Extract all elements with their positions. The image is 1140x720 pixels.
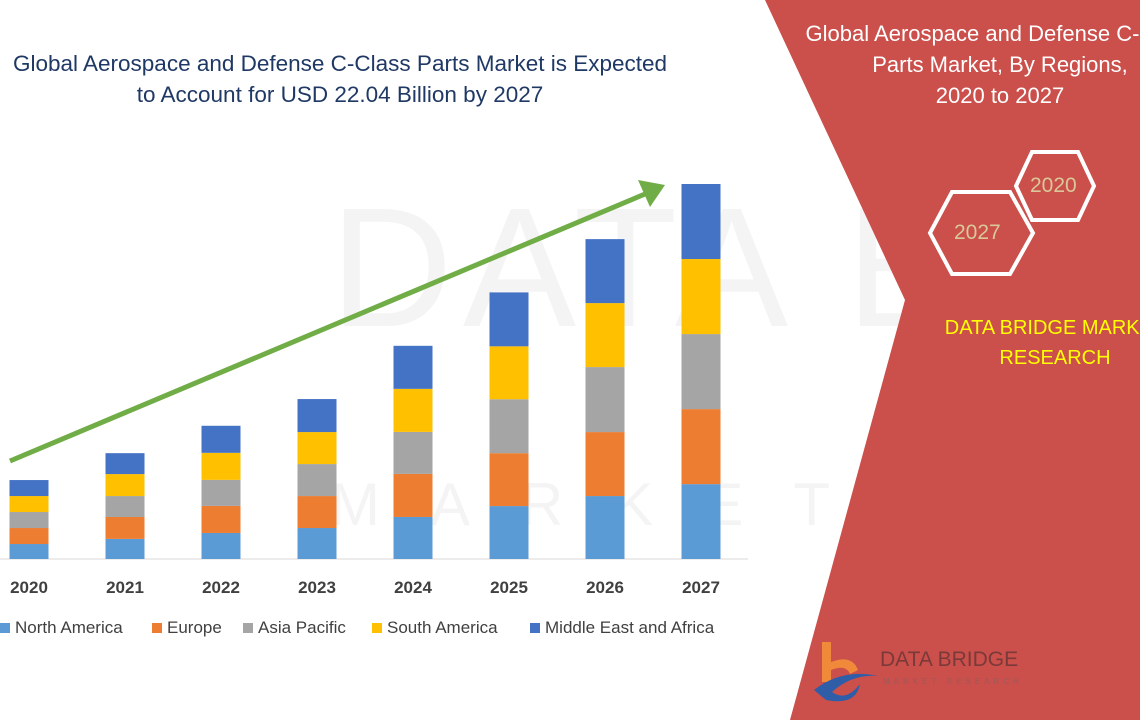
bar-segment-2026-europe — [585, 432, 625, 497]
bar-segment-2022-europe — [201, 505, 241, 533]
bar-segment-2020-europe — [9, 528, 49, 545]
bar-segment-2021-south-america — [105, 474, 145, 497]
bar-segment-2027-europe — [681, 409, 721, 485]
legend-item: Europe — [152, 616, 222, 640]
bar-segment-2027-asia-pacific — [681, 334, 721, 410]
x-tick-label: 2026 — [586, 578, 624, 597]
legend-swatch — [152, 623, 162, 633]
x-tick-label: 2022 — [202, 578, 240, 597]
legend-label: Middle East and Africa — [545, 618, 715, 637]
bar-segment-2020-north-america — [9, 544, 49, 559]
bar-segment-2021-middle-east-and-africa — [105, 453, 145, 475]
bar-segment-2025-europe — [489, 453, 529, 507]
legend-swatch — [0, 623, 10, 633]
bar-segment-2022-asia-pacific — [201, 479, 241, 506]
x-tick-label: 2021 — [106, 578, 144, 597]
legend-swatch — [530, 623, 540, 633]
trend-arrow-line — [9, 191, 646, 464]
bar-segment-2025-north-america — [489, 506, 529, 559]
side-title-line3: 2020 to 2027 — [935, 83, 1065, 108]
bar-segment-2022-south-america — [201, 452, 241, 480]
bar-segment-2023-middle-east-and-africa — [297, 399, 337, 433]
trend-arrow-head-icon — [638, 180, 665, 207]
bar-segment-2024-europe — [393, 473, 433, 517]
bar-segment-2021-asia-pacific — [105, 496, 145, 517]
bar-segment-2021-north-america — [105, 538, 145, 559]
bar-segment-2020-south-america — [9, 496, 49, 513]
bar-segment-2023-north-america — [297, 528, 337, 559]
bar-segment-2025-south-america — [489, 346, 529, 400]
bar-segment-2024-north-america — [393, 516, 433, 559]
bar-segment-2026-north-america — [585, 496, 625, 559]
side-panel-title: Global Aerospace and Defense C-Class Par… — [800, 18, 1140, 111]
legend-item: North America — [0, 616, 123, 640]
stacked-bar-chart: 2020 2021 2022 2023 2024 2025 2026 2027 — [0, 180, 748, 597]
legend-label: Asia Pacific — [258, 618, 346, 637]
bar-segment-2023-south-america — [297, 432, 337, 465]
chart-title: Global Aerospace and Defense C-Class Par… — [0, 48, 680, 110]
legend-swatch — [372, 623, 382, 633]
bar-segment-2027-north-america — [681, 484, 721, 559]
bar-segment-2023-asia-pacific — [297, 464, 337, 497]
bar-segment-2020-asia-pacific — [9, 512, 49, 529]
x-tick-label: 2024 — [394, 578, 432, 597]
hexagon-2027 — [927, 190, 1036, 276]
bar-segment-2026-asia-pacific — [585, 367, 625, 433]
bar-segment-2022-north-america — [201, 532, 241, 559]
x-tick-label: 2025 — [490, 578, 528, 597]
chart-title-line2: to Account for USD 22.04 Billion by 2027 — [136, 82, 544, 107]
data-bridge-logo-icon — [814, 642, 878, 702]
legend-item: Middle East and Africa — [530, 616, 714, 640]
bar-segment-2020-middle-east-and-africa — [9, 480, 49, 497]
brand-line2: RESEARCH — [999, 347, 1111, 369]
legend-item: South America — [372, 616, 498, 640]
bar-segment-2024-south-america — [393, 388, 433, 432]
bar-segment-2027-south-america — [681, 259, 721, 335]
x-tick-label: 2027 — [682, 578, 720, 597]
legend-label: North America — [15, 618, 123, 637]
brand-text: DATA BRIDGE MARKET RESEARCH — [855, 313, 1140, 373]
legend-swatch — [243, 623, 253, 633]
side-title-line2: Parts Market, By Regions, — [872, 52, 1128, 77]
bar-segment-2025-asia-pacific — [489, 399, 529, 454]
bar-segment-2022-middle-east-and-africa — [201, 425, 241, 453]
legend-label: Europe — [167, 618, 222, 637]
hex-year-2027: 2027 — [954, 221, 1001, 244]
bar-segment-2023-europe — [297, 496, 337, 529]
side-title-line1: Global Aerospace and Defense C-Class — [805, 21, 1140, 46]
chart-title-line1: Global Aerospace and Defense C-Class Par… — [12, 51, 668, 76]
bar-segment-2026-middle-east-and-africa — [585, 239, 625, 304]
bar-segment-2027-middle-east-and-africa — [681, 184, 721, 260]
brand-line1: DATA BRIDGE MARKET — [944, 317, 1140, 339]
legend-item: Asia Pacific — [243, 616, 346, 640]
hex-year-2020: 2020 — [1030, 174, 1077, 197]
bar-segment-2025-middle-east-and-africa — [489, 292, 529, 347]
bar-segment-2021-europe — [105, 516, 145, 539]
hexagon-2020 — [1013, 150, 1097, 222]
legend-label: South America — [387, 618, 498, 637]
bar-segment-2026-south-america — [585, 303, 625, 368]
logo-text: DATA BRIDGE — [880, 648, 1019, 671]
logo-subtext: MARKET RESEARCH — [883, 677, 1023, 686]
x-tick-label: 2023 — [298, 578, 336, 597]
bar-segment-2024-asia-pacific — [393, 431, 433, 474]
bar-segment-2024-middle-east-and-africa — [393, 345, 433, 389]
x-tick-label: 2020 — [10, 578, 48, 597]
